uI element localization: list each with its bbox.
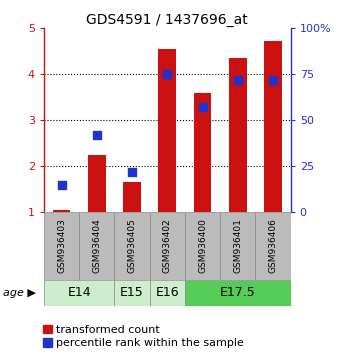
Bar	[185, 280, 291, 306]
Bar	[115, 212, 150, 280]
Text: GSM936406: GSM936406	[269, 218, 277, 274]
Bar	[220, 212, 256, 280]
Bar	[44, 280, 115, 306]
Bar	[194, 93, 211, 212]
Text: E16: E16	[155, 286, 179, 299]
Text: GSM936403: GSM936403	[57, 218, 66, 274]
Text: E14: E14	[67, 286, 91, 299]
Point	[200, 105, 205, 110]
Bar	[115, 280, 150, 306]
Text: age ▶: age ▶	[3, 288, 36, 298]
Text: GSM936402: GSM936402	[163, 219, 172, 273]
Text: GSM936405: GSM936405	[127, 218, 137, 274]
Bar	[159, 49, 176, 212]
Text: GSM936404: GSM936404	[92, 219, 101, 273]
Bar	[150, 280, 185, 306]
Bar	[256, 212, 291, 280]
Legend: transformed count, percentile rank within the sample: transformed count, percentile rank withi…	[43, 325, 244, 348]
Text: E15: E15	[120, 286, 144, 299]
Bar	[79, 212, 115, 280]
Bar	[150, 212, 185, 280]
Text: GSM936400: GSM936400	[198, 218, 207, 274]
Bar	[185, 212, 220, 280]
Bar	[264, 41, 282, 212]
Point	[59, 182, 64, 188]
Bar	[53, 210, 70, 212]
Title: GDS4591 / 1437696_at: GDS4591 / 1437696_at	[87, 13, 248, 27]
Bar	[88, 155, 105, 212]
Text: E17.5: E17.5	[220, 286, 256, 299]
Point	[94, 132, 99, 138]
Point	[235, 77, 241, 83]
Text: GSM936401: GSM936401	[233, 218, 242, 274]
Bar	[123, 183, 141, 212]
Bar	[229, 58, 247, 212]
Point	[165, 72, 170, 77]
Bar	[44, 212, 79, 280]
Point	[270, 77, 276, 83]
Point	[129, 169, 135, 175]
